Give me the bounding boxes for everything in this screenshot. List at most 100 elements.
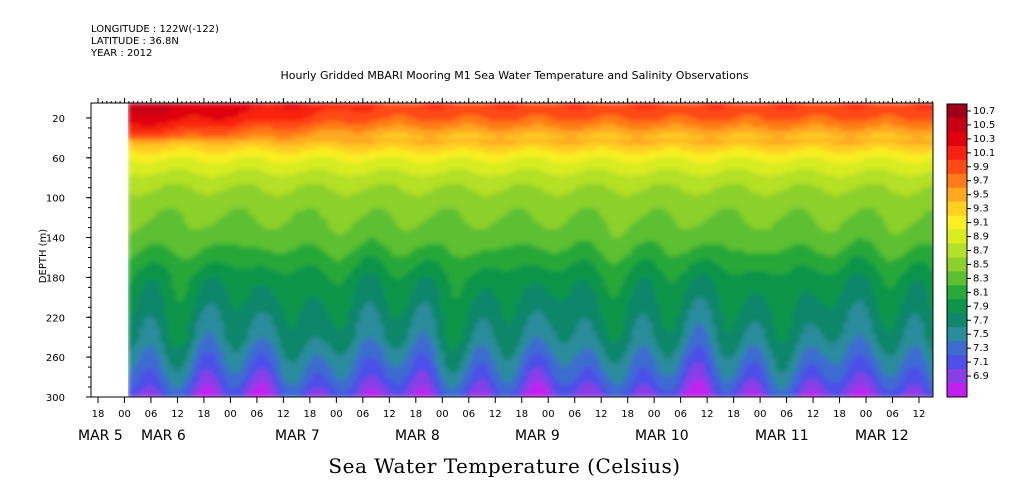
- colorbar-label: 10.1: [973, 148, 995, 159]
- x-hour-label: 12: [807, 409, 820, 420]
- colorbar-swatch: [947, 383, 967, 398]
- latitude-label: LATITUDE : 36.8N: [91, 36, 179, 48]
- x-day-label: MAR 10: [635, 428, 689, 444]
- x-day-label: MAR 6: [141, 428, 186, 444]
- y-tick-label: 180: [46, 273, 65, 284]
- colorbar-swatch: [947, 257, 967, 272]
- colorbar-swatch: [947, 131, 967, 147]
- colorbar-label: 7.3: [973, 343, 989, 354]
- colorbar-swatch: [947, 369, 967, 384]
- x-day-label: MAR 9: [515, 428, 560, 444]
- colorbar-swatch: [947, 229, 967, 245]
- x-day-label: MAR 5: [78, 428, 123, 444]
- colorbar-label: 8.5: [973, 259, 989, 270]
- x-hour-label: 06: [145, 409, 158, 420]
- x-day-label: MAR 8: [395, 428, 440, 444]
- x-hour-label: 18: [304, 409, 317, 420]
- colorbar-label: 8.9: [973, 232, 989, 243]
- colorbar-label: 10.5: [973, 120, 995, 131]
- x-hour-label: 00: [118, 409, 131, 420]
- x-hour-label: 18: [727, 409, 740, 420]
- colorbar-label: 7.1: [973, 357, 989, 368]
- x-hour-label: 12: [913, 409, 926, 420]
- x-hour-label: 12: [701, 409, 714, 420]
- y-tick-label: 260: [46, 353, 65, 364]
- colorbar-swatch: [947, 145, 967, 161]
- colorbar-swatch: [947, 215, 967, 231]
- plot-frame: [90, 102, 934, 398]
- colorbar-label: 8.1: [973, 287, 989, 298]
- colorbar-swatch: [947, 159, 967, 175]
- colorbar-swatch: [947, 117, 967, 133]
- x-hour-label: 12: [171, 409, 184, 420]
- x-hour-label: 18: [198, 409, 211, 420]
- year-label: YEAR : 2012: [91, 48, 152, 60]
- chart-title: Hourly Gridded MBARI Mooring M1 Sea Wate…: [0, 69, 1009, 82]
- y-tick-label: 60: [52, 154, 65, 165]
- colorbar-swatch: [947, 341, 967, 356]
- heatmap-field: [128, 103, 933, 397]
- y-axis: 20 60 100 140 180 220 260 300: [46, 114, 91, 404]
- x-hour-label: 18: [409, 409, 422, 420]
- colorbar-label: 9.9: [973, 162, 989, 173]
- colorbar-swatch: [947, 243, 967, 258]
- x-hour-label: 18: [621, 409, 634, 420]
- x-hour-label: 12: [277, 409, 290, 420]
- x-hour-label: 18: [92, 409, 105, 420]
- x-hour-label: 12: [489, 409, 502, 420]
- x-hour-label: 00: [754, 409, 767, 420]
- colorbar-label: 8.3: [973, 273, 989, 284]
- x-hour-label: 06: [251, 409, 264, 420]
- x-hour-label: 06: [356, 409, 369, 420]
- x-hour-label: 06: [674, 409, 687, 420]
- x-hour-label: 06: [886, 409, 899, 420]
- x-hour-label: 12: [595, 409, 608, 420]
- x-hour-label: 00: [648, 409, 661, 420]
- x-hour-label: 00: [542, 409, 555, 420]
- x-hour-label: 18: [833, 409, 846, 420]
- x-day-label: MAR 7: [275, 428, 320, 444]
- colorbar-swatch: [947, 299, 967, 314]
- colorbar-swatch: [947, 327, 967, 342]
- colorbar-label: 7.7: [973, 315, 989, 326]
- y-tick-label: 20: [52, 114, 65, 125]
- colorbar-label: 10.3: [973, 134, 995, 145]
- colorbar-label: 9.1: [973, 218, 989, 229]
- y-tick-label: 300: [46, 393, 65, 404]
- x-hour-label: 12: [383, 409, 396, 420]
- colorbar-label: 9.7: [973, 176, 989, 187]
- colorbar-label: 8.7: [973, 246, 989, 257]
- x-day-label: MAR 11: [755, 428, 809, 444]
- colorbar-label: 9.5: [973, 190, 989, 201]
- colorbar-swatch: [947, 104, 967, 119]
- colorbar: 10.7 10.5 10.3 10.1 9.9 9.7 9.5 9.3 9.1 8.9 8.7 8.5…: [946, 103, 995, 398]
- colorbar-title: Sea Water Temperature (Celsius): [0, 454, 1009, 478]
- y-tick-label: 140: [46, 234, 65, 245]
- y-tick-label: 100: [46, 194, 65, 205]
- x-hour-label: 00: [224, 409, 237, 420]
- colorbar-label: 10.7: [973, 106, 995, 117]
- x-hour-label: 06: [462, 409, 475, 420]
- x-axis: 18 00 06 12 18 00 06 12 18 00 06 12 18 00 06 12 18 00 06 12…: [78, 98, 933, 444]
- x-hour-label: 00: [860, 409, 873, 420]
- colorbar-swatch: [947, 201, 967, 217]
- y-tick-label: 220: [46, 313, 65, 324]
- colorbar-swatch: [947, 187, 967, 203]
- longitude-label: LONGITUDE : 122W(-122): [91, 24, 219, 36]
- colorbar-swatch: [947, 271, 967, 286]
- x-hour-label: 18: [515, 409, 528, 420]
- x-hour-label: 06: [780, 409, 793, 420]
- y-axis-label: DEPTH (m): [38, 229, 49, 283]
- x-hour-label: 00: [330, 409, 343, 420]
- colorbar-swatch: [947, 173, 967, 189]
- colorbar-label: 7.5: [973, 329, 989, 340]
- colorbar-swatch: [947, 355, 967, 370]
- x-hour-label: 00: [436, 409, 449, 420]
- colorbar-swatch: [947, 313, 967, 328]
- colorbar-label: 7.9: [973, 301, 989, 312]
- colorbar-swatch: [947, 285, 967, 300]
- x-hour-label: 06: [568, 409, 581, 420]
- colorbar-label: 6.9: [973, 371, 989, 382]
- x-day-label: MAR 12: [855, 428, 909, 444]
